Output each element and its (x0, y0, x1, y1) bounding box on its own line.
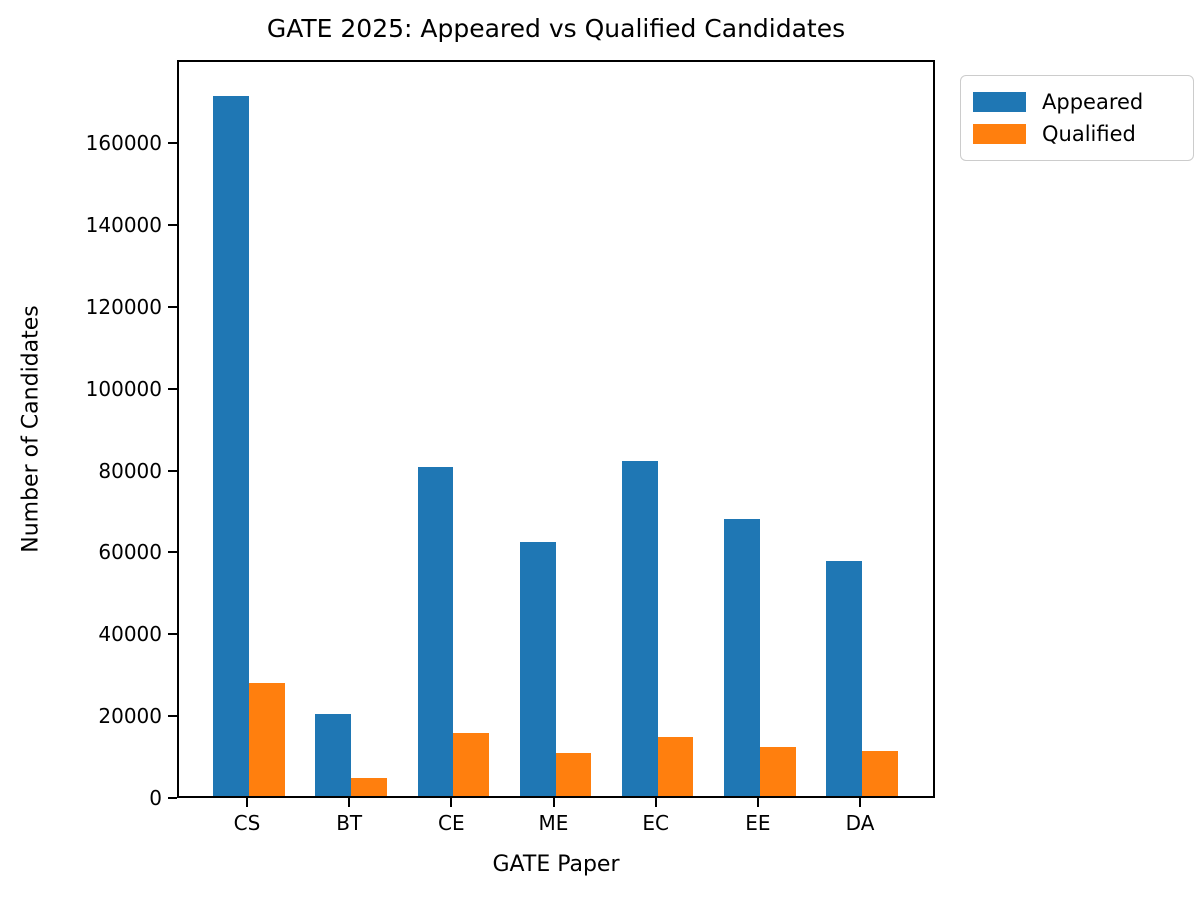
legend-label-qualified: Qualified (1042, 122, 1136, 146)
x-tick-label-da: DA (845, 811, 875, 835)
y-tick-mark (168, 224, 177, 227)
y-tick-mark (168, 715, 177, 718)
y-tick-mark (168, 305, 177, 308)
bar-qualified-da (862, 751, 898, 796)
bar-appeared-da (826, 560, 863, 796)
bar-appeared-bt (315, 714, 352, 796)
bar-qualified-ce (453, 733, 490, 796)
y-tick-mark (168, 142, 177, 145)
y-tick-label: 80000 (98, 458, 162, 483)
legend-swatch-qualified (973, 124, 1026, 144)
bar-appeared-cs (213, 96, 249, 796)
x-tick-mark (756, 798, 759, 807)
y-axis-label: Number of Candidates (18, 305, 44, 553)
legend-row-qualified: Qualified (973, 118, 1181, 150)
x-tick-label-me: ME (538, 811, 569, 835)
bar-appeared-ee (724, 518, 760, 796)
bar-qualified-me (555, 753, 592, 796)
y-tick-label: 160000 (85, 131, 162, 156)
x-tick-label-cs: CS (233, 811, 261, 835)
bar-qualified-ee (759, 746, 796, 796)
y-tick-label: 140000 (85, 213, 162, 238)
x-tick-mark (348, 798, 351, 807)
bar-appeared-me (519, 542, 556, 796)
x-tick-label-ec: EC (642, 811, 669, 835)
plot-area (177, 60, 935, 798)
y-tick-label: 40000 (98, 622, 162, 647)
x-tick-label-bt: BT (336, 811, 363, 835)
y-tick-mark (168, 797, 177, 799)
legend-row-appeared: Appeared (973, 86, 1181, 118)
x-axis-label: GATE Paper (492, 852, 620, 877)
bar-qualified-cs (249, 683, 285, 796)
bar-qualified-bt (351, 777, 387, 796)
y-tick-mark (168, 551, 177, 554)
y-tick-label: 60000 (98, 540, 162, 565)
x-tick-mark (654, 798, 657, 807)
y-tick-label: 120000 (85, 294, 162, 319)
x-tick-label-ee: EE (745, 811, 771, 835)
x-tick-mark (246, 798, 248, 807)
y-tick-mark (168, 469, 177, 472)
y-tick-mark (168, 633, 177, 636)
bar-appeared-ce (417, 466, 454, 796)
x-tick-mark (859, 798, 862, 807)
legend-swatch-appeared (973, 92, 1026, 112)
y-tick-label: 0 (149, 786, 162, 810)
x-tick-label-ce: CE (438, 811, 465, 835)
legend: Appeared Qualified (960, 75, 1194, 161)
y-tick-mark (168, 387, 177, 390)
y-tick-label: 20000 (98, 704, 162, 729)
bar-appeared-ec (621, 461, 658, 796)
x-tick-mark (552, 798, 555, 807)
x-tick-mark (450, 798, 453, 807)
bar-qualified-ec (657, 737, 694, 796)
y-tick-label: 100000 (85, 376, 162, 401)
chart-title: GATE 2025: Appeared vs Qualified Candida… (266, 14, 846, 43)
legend-label-appeared: Appeared (1042, 90, 1144, 114)
